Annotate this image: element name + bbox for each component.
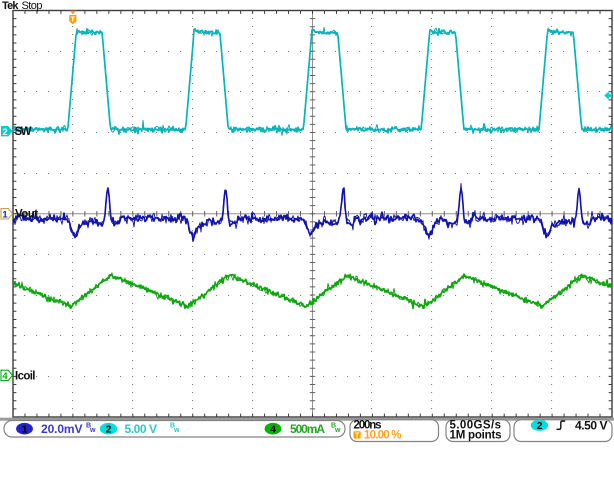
svg-text:Icoil: Icoil: [15, 371, 36, 383]
svg-text:T: T: [355, 433, 360, 440]
svg-text:B: B: [86, 423, 91, 430]
svg-text:5.00GS/s: 5.00GS/s: [450, 419, 502, 431]
svg-text:5.00 V: 5.00 V: [125, 422, 158, 436]
svg-text:B: B: [170, 423, 175, 430]
svg-text:Stop: Stop: [22, 0, 43, 12]
svg-text:20.0mV: 20.0mV: [41, 422, 83, 436]
svg-text:2: 2: [106, 424, 112, 436]
svg-text:B: B: [331, 423, 336, 430]
svg-text:SW: SW: [15, 126, 32, 138]
svg-text:1M points: 1M points: [450, 430, 502, 442]
svg-text:Vout: Vout: [15, 209, 38, 221]
svg-text:200ns: 200ns: [354, 420, 382, 432]
svg-text:4.50 V: 4.50 V: [575, 418, 608, 432]
svg-text:1: 1: [2, 210, 8, 221]
svg-text:T: T: [71, 15, 76, 24]
svg-text:w: w: [173, 427, 180, 434]
svg-text:500mA: 500mA: [290, 422, 325, 436]
svg-text:4: 4: [2, 371, 8, 382]
svg-text:2: 2: [537, 420, 543, 432]
svg-text:1: 1: [22, 424, 28, 436]
svg-text:2: 2: [2, 127, 7, 138]
svg-text:4: 4: [270, 424, 276, 436]
svg-text:Tek: Tek: [2, 0, 19, 12]
svg-text:w: w: [334, 427, 341, 434]
svg-text:10.00 %: 10.00 %: [364, 430, 402, 442]
svg-text:w: w: [89, 427, 96, 434]
